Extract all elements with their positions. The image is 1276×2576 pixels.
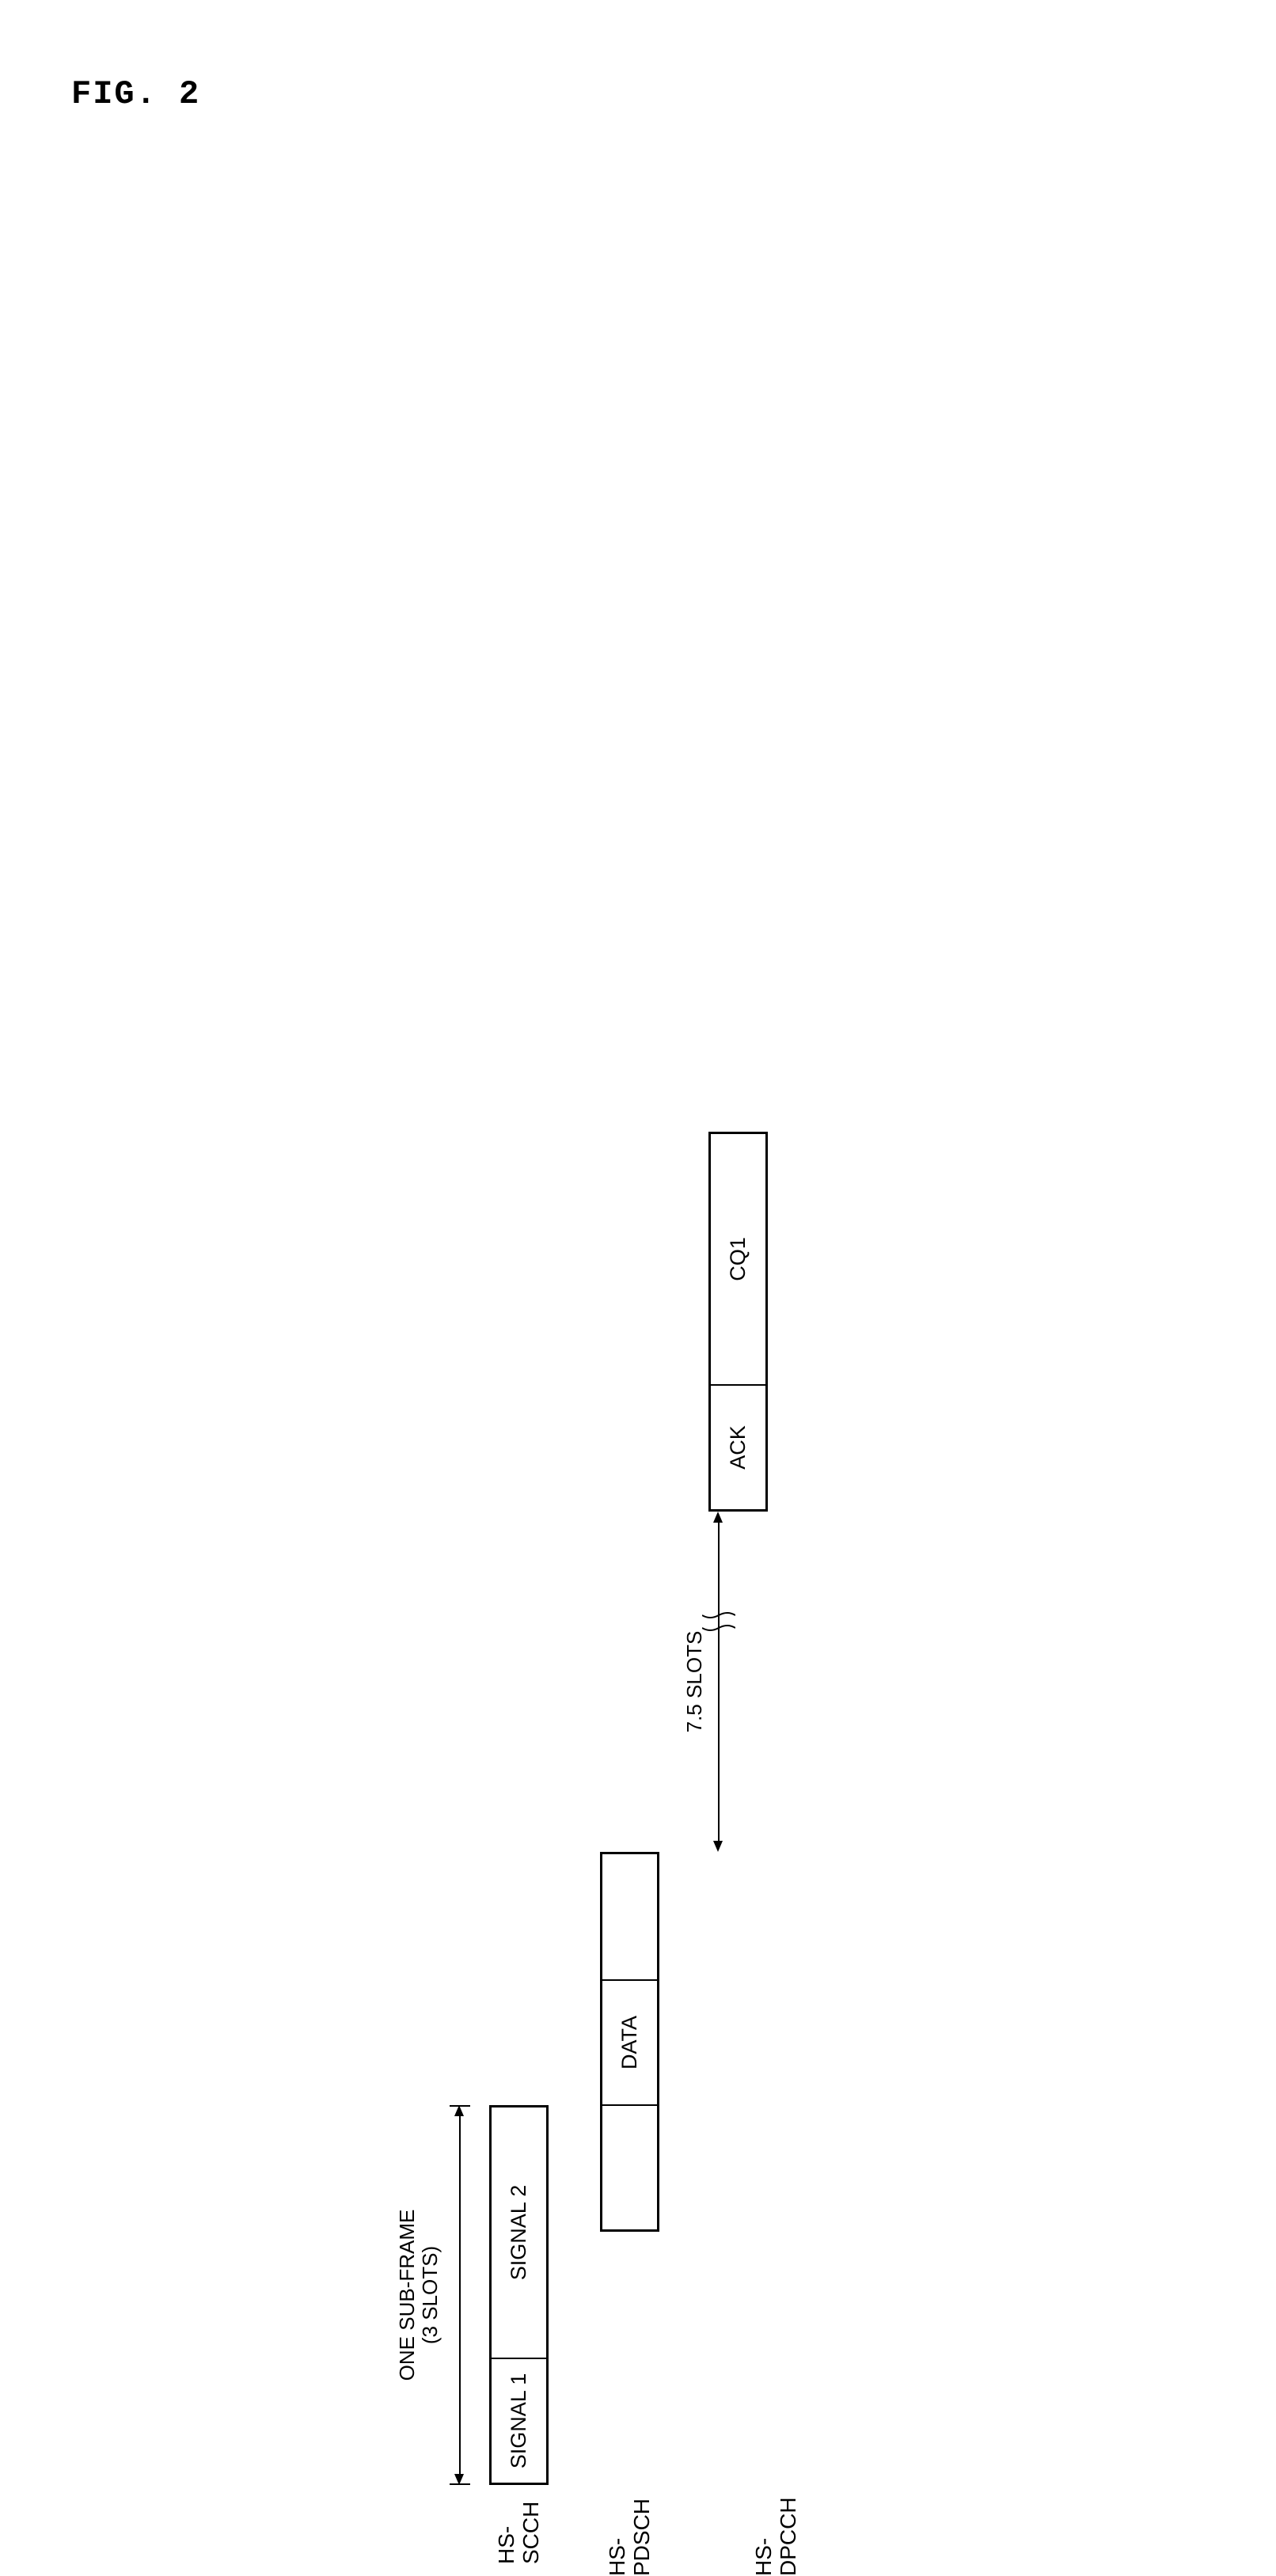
hs-dpcch-ack: ACK (711, 1384, 765, 1509)
hs-pdsch-cell1 (602, 2104, 657, 2229)
subframe-tick-left (450, 2483, 470, 2485)
hs-pdsch-data: DATA (602, 1979, 657, 2104)
hs-dpcch-label: HS- DPCCH (752, 2497, 801, 2576)
hs-scch-frame: SIGNAL 1 SIGNAL 2 (489, 2105, 549, 2485)
hs-scch-signal1: SIGNAL 1 (492, 2358, 546, 2483)
diagram-container: ONE SUB-FRAME (3 SLOTS) HS- SCCH SIGNAL … (451, 348, 847, 2485)
slots-arrow-line (718, 1519, 720, 1844)
slots-arrow-left (713, 1841, 723, 1852)
hs-pdsch-frame: DATA (600, 1852, 659, 2232)
subframe-arrow-line (459, 2113, 461, 2477)
figure-label: FIG. 2 (71, 75, 200, 113)
hs-scch-signal2: SIGNAL 2 (492, 2107, 546, 2358)
subframe-label: ONE SUB-FRAME (3 SLOTS) (396, 2105, 441, 2485)
hs-pdsch-label: HS- PDSCH (606, 2498, 655, 2576)
hs-dpcch-cq1: CQ1 (711, 1134, 765, 1384)
hs-pdsch-cell3 (602, 1854, 657, 1979)
subframe-tick-right (450, 2105, 470, 2107)
slots-arrow-right (713, 1512, 723, 1523)
hs-scch-label: HS- SCCH (495, 2502, 544, 2564)
break-mark-svg (702, 1603, 735, 1634)
subframe-arrow-right (454, 2105, 464, 2116)
slots-label: 7.5 SLOTS (682, 1512, 707, 1852)
hs-dpcch-frame: ACK CQ1 (708, 1132, 768, 1512)
